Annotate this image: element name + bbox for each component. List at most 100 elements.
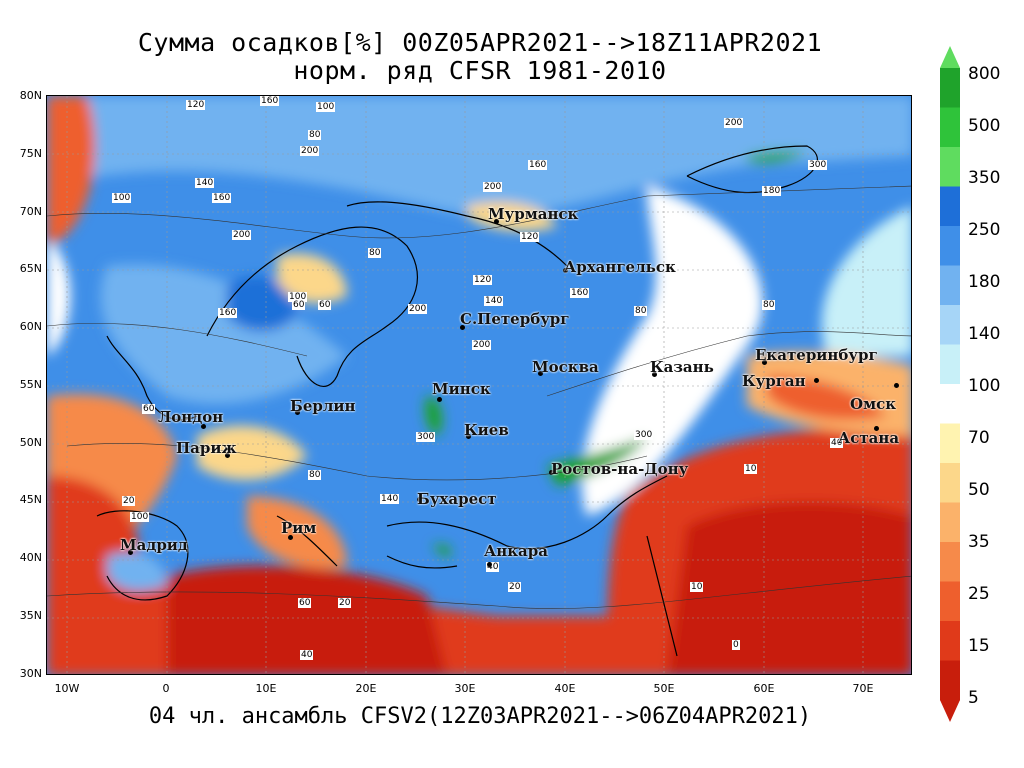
lon-label-20e: 20E <box>355 682 377 695</box>
colorbar-arrow-top <box>940 46 960 68</box>
contour-label: 300 <box>416 432 436 442</box>
city-dot <box>874 426 879 431</box>
contour-label: 80 <box>368 248 382 258</box>
contour-label: 80 <box>634 306 648 316</box>
contour-label: 10 <box>690 582 704 592</box>
contour-label: 200 <box>232 230 252 240</box>
colorbar-label: 25 <box>968 584 990 604</box>
city-label-rostov: Ростов-на-Дону <box>551 460 689 478</box>
contour-label: 80 <box>308 470 322 480</box>
colorbar-segment <box>940 344 960 385</box>
colorbar-arrow-bottom <box>940 700 960 722</box>
city-label-spb: С.Петербург <box>460 310 570 328</box>
colorbar-label: 250 <box>968 220 1001 240</box>
contour-label: 160 <box>212 193 232 203</box>
colorbar-segment <box>940 542 960 582</box>
colorbar-label: 140 <box>968 324 1001 344</box>
contour-label: 200 <box>724 118 744 128</box>
colorbar-segment <box>940 147 960 187</box>
contour-label: 60 <box>318 300 332 310</box>
city-label-moscow: Москва <box>532 358 599 376</box>
lat-label-45n: 45N <box>19 493 42 506</box>
contour-label: 300 <box>808 160 828 170</box>
lat-label-55n: 55N <box>19 378 42 391</box>
city-label-kiev: Киев <box>464 421 509 439</box>
city-dot <box>814 378 819 383</box>
colorbar-label: 180 <box>968 272 1001 292</box>
contour-label: 140 <box>195 178 215 188</box>
colorbar-segment <box>940 621 960 661</box>
colorbar-label: 800 <box>968 64 1001 84</box>
colorbar-segment <box>940 68 960 108</box>
colorbar-label: 15 <box>968 636 990 656</box>
colorbar-label: 500 <box>968 116 1001 136</box>
city-label-kazan: Казань <box>650 358 714 376</box>
contour-label: 160 <box>528 160 548 170</box>
contour-label: 140 <box>380 494 400 504</box>
contours <box>47 185 911 609</box>
city-dot <box>894 383 899 388</box>
colorbar-segment <box>940 423 960 464</box>
lon-label-60e: 60E <box>753 682 775 695</box>
city-dot <box>437 397 442 402</box>
city-label-omsk: Омск <box>850 395 897 413</box>
colorbar-label: 70 <box>968 428 990 448</box>
city-dot <box>538 371 543 376</box>
lon-label-70e: 70E <box>852 682 874 695</box>
contour-label: 100 <box>316 102 336 112</box>
city-label-yekaterinburg: Екатеринбург <box>755 346 878 364</box>
contour-label: 100 <box>112 193 132 203</box>
lon-label-0: 0 <box>162 682 170 695</box>
colorbar-segment <box>940 186 960 227</box>
map-subtitle: норм. ряд CFSR 1981-2010 <box>293 56 667 85</box>
lat-label-30n: 30N <box>19 667 42 680</box>
contour-label: 200 <box>408 304 428 314</box>
contour-label: 200 <box>483 182 503 192</box>
map-footer: 04 чл. ансамбль CFSV2(12Z03APR2021-->06Z… <box>148 704 812 729</box>
city-label-london: Лондон <box>158 408 224 426</box>
contour-label: 60 <box>298 598 312 608</box>
contour-label: 20 <box>338 598 352 608</box>
contour-label: 20 <box>508 582 522 592</box>
contour-label: 40 <box>486 562 500 572</box>
contour-label: 40 <box>300 650 314 660</box>
lat-label-50n: 50N <box>19 436 42 449</box>
city-dot <box>225 453 230 458</box>
contour-label: 20 <box>122 496 136 506</box>
colorbar <box>940 46 960 722</box>
city-label-ankara: Анкара <box>484 542 548 560</box>
colorbar-segment <box>940 660 960 701</box>
city-label-astana: Астана <box>838 429 900 447</box>
colorbar-label: 5 <box>968 688 979 708</box>
city-label-paris: Париж <box>176 439 237 457</box>
contour-label: 80 <box>308 130 322 140</box>
colorbar-label: 35 <box>968 532 990 552</box>
contour-label: 100 <box>288 292 308 302</box>
city-label-minsk: Минск <box>432 380 491 398</box>
precipitation-map <box>46 95 912 675</box>
contour-label: 60 <box>292 300 306 310</box>
city-dot <box>460 325 465 330</box>
lat-label-70n: 70N <box>19 205 42 218</box>
colorbar-segment <box>940 384 960 424</box>
colorbar-segment <box>940 581 960 622</box>
city-dot <box>563 268 568 273</box>
city-dot <box>295 410 300 415</box>
contour-label: 120 <box>186 100 206 110</box>
city-label-kurgan: Курган <box>742 372 806 390</box>
colorbar-segment <box>940 226 960 266</box>
city-label-bucharest: Бухарест <box>417 490 497 508</box>
contour-label: 160 <box>260 96 280 106</box>
lat-label-65n: 65N <box>19 262 42 275</box>
colorbar-segment <box>940 265 960 306</box>
lon-label-40e: 40E <box>554 682 576 695</box>
lon-label-10w: 10W <box>54 682 80 695</box>
contour-label: 160 <box>570 288 590 298</box>
lon-label-10e: 10E <box>255 682 277 695</box>
map-title: Сумма осадков[%] 00Z05APR2021-->18Z11APR… <box>137 28 823 57</box>
city-dot <box>288 535 293 540</box>
lat-label-75n: 75N <box>19 147 42 160</box>
city-dot <box>417 497 422 502</box>
colorbar-label: 100 <box>968 376 1001 396</box>
city-dot <box>466 434 471 439</box>
